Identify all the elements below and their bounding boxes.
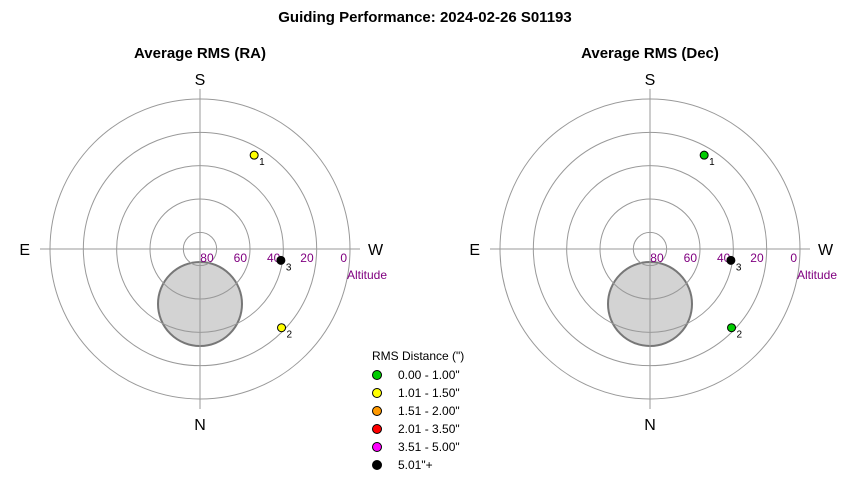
direction-right-label: W xyxy=(818,242,834,259)
direction-bottom-label: N xyxy=(194,417,206,434)
direction-left-label: E xyxy=(19,242,30,259)
legend-swatch xyxy=(372,370,382,380)
data-point-label: 3 xyxy=(286,262,292,273)
legend-label: 3.51 - 5.00" xyxy=(398,440,460,454)
legend-swatch xyxy=(372,388,382,398)
data-point-label: 3 xyxy=(736,262,742,273)
legend-item: 1.51 - 2.00" xyxy=(372,402,464,420)
chart-title-dec: Average RMS (Dec) xyxy=(581,45,719,62)
legend-item: 2.01 - 3.50" xyxy=(372,420,464,438)
main-title: Guiding Performance: 2024-02-26 S01193 xyxy=(278,9,572,26)
legend-swatch xyxy=(372,424,382,434)
legend-swatch xyxy=(372,406,382,416)
legend-label: 1.51 - 2.00" xyxy=(398,404,460,418)
legend-item: 0.00 - 1.00" xyxy=(372,366,464,384)
chart-title-ra: Average RMS (RA) xyxy=(134,45,266,62)
altitude-tick-label: 80 xyxy=(650,251,664,265)
altitude-tick-label: 60 xyxy=(234,251,248,265)
legend-item: 1.01 - 1.50" xyxy=(372,384,464,402)
direction-top-label: S xyxy=(645,72,656,89)
data-point xyxy=(276,255,286,265)
altitude-tick-label: 0 xyxy=(790,251,797,265)
altitude-tick-label: 20 xyxy=(750,251,764,265)
altitude-axis-label: Altitude xyxy=(797,268,837,282)
direction-left-label: E xyxy=(469,242,480,259)
legend-label: 1.01 - 1.50" xyxy=(398,386,460,400)
altitude-tick-label: 20 xyxy=(300,251,314,265)
data-point-label: 2 xyxy=(737,330,743,341)
altitude-axis-label: Altitude xyxy=(347,268,387,282)
altitude-tick-label: 80 xyxy=(200,251,214,265)
legend-item: 3.51 - 5.00" xyxy=(372,438,464,456)
legend: RMS Distance (") 0.00 - 1.00" 1.01 - 1.50… xyxy=(372,349,464,474)
altitude-tick-label: 60 xyxy=(684,251,698,265)
legend-title: RMS Distance (") xyxy=(372,349,465,363)
data-point xyxy=(726,255,736,265)
legend-label: 2.01 - 3.50" xyxy=(398,422,460,436)
data-point xyxy=(249,150,259,160)
data-point xyxy=(699,150,709,160)
altitude-tick-label: 0 xyxy=(340,251,347,265)
legend-label: 0.00 - 1.00" xyxy=(398,368,460,382)
legend-swatch xyxy=(372,460,382,470)
data-point xyxy=(277,323,287,333)
direction-right-label: W xyxy=(368,242,384,259)
legend-swatch xyxy=(372,442,382,452)
direction-bottom-label: N xyxy=(644,417,656,434)
data-point-label: 2 xyxy=(287,330,293,341)
data-point-label: 1 xyxy=(709,157,715,168)
data-point-label: 1 xyxy=(259,157,265,168)
legend-label: 5.01"+ xyxy=(398,458,433,472)
legend-item: 5.01"+ xyxy=(372,456,464,474)
data-point xyxy=(727,323,737,333)
direction-top-label: S xyxy=(195,72,206,89)
